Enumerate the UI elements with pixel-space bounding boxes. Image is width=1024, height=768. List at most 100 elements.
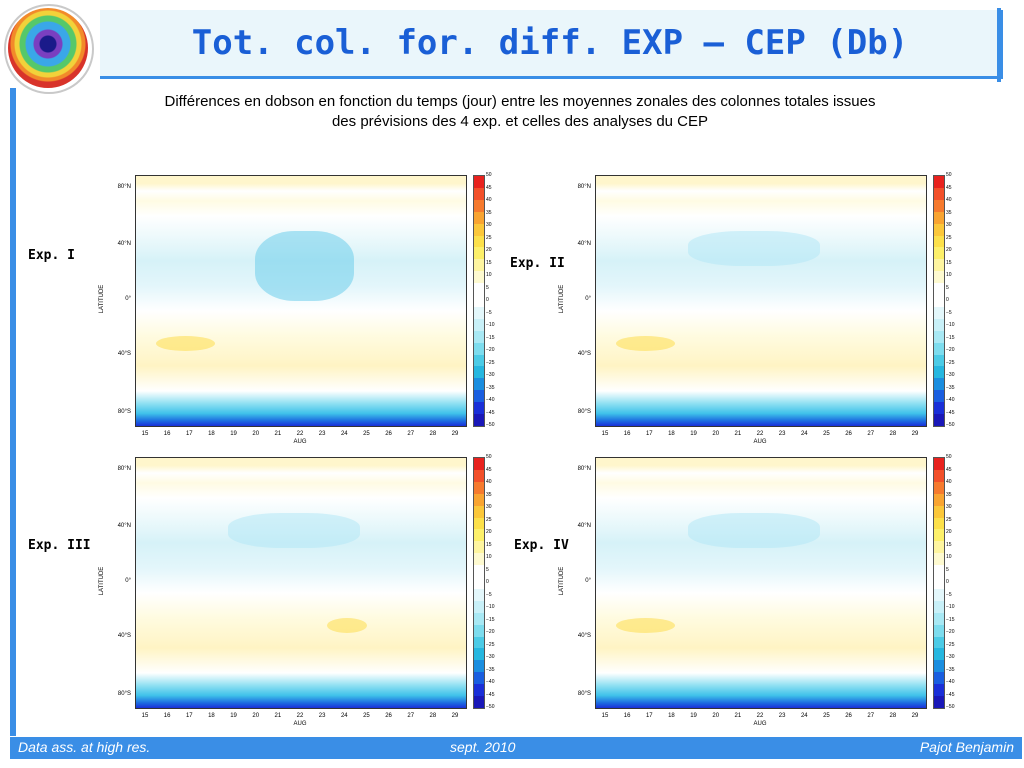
colorbar-swatch [474,354,484,367]
y-tick-label: 0° [585,578,591,584]
colorbar-swatch [474,505,484,518]
y-tick-label: 40°S [117,351,131,357]
colorbar-tick-label: 45 [486,184,492,191]
negative-anomaly-region [688,513,821,548]
colorbar-swatch [934,624,944,637]
x-tick-label: 29 [451,431,459,437]
colorbar-swatch [934,354,944,367]
x-tick-label: 15 [141,431,149,437]
y-axis-title: LATITUDE [559,566,565,596]
colorbar-swatch [474,553,484,566]
x-tick-label: 29 [911,431,919,437]
y-tick-label: 80°S [577,690,591,697]
colorbar-swatch [474,295,484,307]
logo-ring [4,4,94,94]
x-tick-label: 16 [163,713,171,719]
colorbar-tick-label: 10 [946,272,952,278]
experiment-label: Exp. II [510,256,565,271]
colorbar-tick-label: 25 [486,516,492,523]
colorbar-tick-label: 5 [486,566,489,573]
x-tick-label: 25 [823,431,830,437]
x-tick-label: 26 [385,713,392,719]
x-tick-label: 28 [429,431,437,437]
y-tick-label: 0° [125,578,131,584]
footer-left-text: Data ass. at high res. [18,739,151,755]
colorbar-swatch [934,660,944,673]
colorbar [933,457,945,709]
colorbar-tick-label: 5 [486,284,489,291]
footer-right-text: Pajot Benjamin [919,739,1014,755]
x-tick-label: 17 [645,713,653,719]
colorbar-swatch [934,565,944,578]
y-tick-label: 40°N [117,523,131,529]
x-tick-label: 19 [230,713,237,719]
x-tick-label: 23 [778,713,786,719]
colorbar-tick-label: 25 [946,516,952,523]
colorbar-tick-label: −25 [486,359,495,366]
colorbar-tick-label: 20 [486,529,492,535]
colorbar-tick-label: −20 [486,347,495,353]
y-axis-title: LATITUDE [99,284,105,314]
x-tick-label: 16 [163,431,171,437]
y-tick-label: 40°S [577,633,591,639]
x-tick-label: 17 [185,713,193,719]
colorbar-tick-label: −45 [486,409,495,416]
negative-anomaly-region [688,231,821,266]
y-tick-label: 40°N [117,241,131,247]
colorbar-swatch [474,481,484,494]
x-tick-label: 29 [911,713,919,719]
x-tick-label: 27 [867,713,875,719]
left-accent-bar [10,88,16,736]
colorbar-swatch [934,235,944,248]
colorbar-swatch [474,330,484,343]
colorbar-swatch [934,458,944,470]
page-title: Tot. col. for. diff. EXP – CEP (Db) [191,23,909,63]
y-tick-label: 80°N [117,183,131,190]
colorbar-swatch [934,378,944,391]
colorbar-swatch [474,366,484,379]
colorbar-swatch [474,342,484,355]
y-tick-label: 80°N [117,465,131,472]
colorbar-swatch [934,469,944,482]
x-tick-label: 20 [252,713,260,719]
x-tick-label: 28 [889,431,897,437]
colorbar-tick-label: 5 [946,566,949,573]
heatmap-field [136,458,466,708]
colorbar-tick-label: −45 [946,409,955,416]
subtitle: Différences en dobson en fonction du tem… [20,92,1020,132]
colorbar-tick-label: 45 [486,466,492,473]
colorbar-swatch [934,577,944,589]
colorbar-swatch [934,672,944,685]
colorbar-tick-label: −50 [946,422,955,428]
colorbar-swatch [474,187,484,200]
x-tick-label: 25 [363,713,370,719]
colorbar-swatch [934,390,944,403]
colorbar-swatch [474,390,484,403]
positive-anomaly-region [615,336,676,351]
x-tick-label: 18 [668,713,675,719]
x-tick-label: 16 [623,713,631,719]
negative-anomaly-region [228,513,361,548]
x-tick-label: 26 [845,713,852,719]
colorbar-tick-label: −40 [486,397,495,403]
colorbar-tick-label: −30 [946,654,955,660]
heatmap-plot-area [135,175,467,427]
x-tick-label: 20 [712,431,720,437]
colorbar [933,175,945,427]
colorbar-swatch [474,402,484,415]
y-tick-label: 40°N [577,523,591,529]
colorbar-tick-label: 40 [946,197,952,203]
colorbar-tick-label: 15 [946,259,952,266]
x-tick-label: 24 [340,713,348,719]
colorbar-swatch [474,469,484,482]
colorbar-swatch [474,223,484,236]
ozone-globe-icon [8,8,88,88]
colorbar-swatch [474,529,484,542]
colorbar-tick-label: 10 [486,272,492,278]
colorbar-tick-label: 20 [486,247,492,253]
colorbar-tick-label: −35 [946,384,955,391]
colorbar-swatch [474,259,484,272]
colorbar-swatch [934,414,944,426]
title-accent-bar [997,8,1001,82]
colorbar-tick-label: 5 [946,284,949,291]
